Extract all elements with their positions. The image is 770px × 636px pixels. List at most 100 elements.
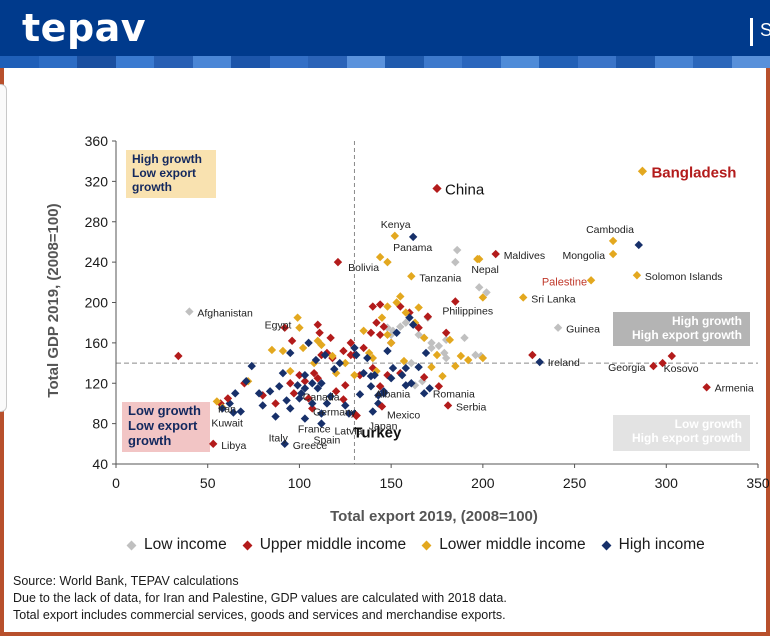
country-label: Germany <box>313 406 357 418</box>
country-label: Romania <box>433 388 475 400</box>
legend-label: Lower middle income <box>439 536 586 553</box>
high-income-point <box>386 374 396 383</box>
country-label: Serbia <box>456 401 487 413</box>
strip-block <box>346 56 385 68</box>
lower-income-point <box>399 356 409 366</box>
upper-income-point <box>423 312 433 321</box>
country-label: Bolivia <box>348 262 379 274</box>
upper-income-point <box>372 318 381 327</box>
quadrant-label: High export growth <box>632 431 742 445</box>
legend-item-low-income: Low income <box>126 536 227 554</box>
x-tick-label: 50 <box>200 475 216 491</box>
strip-block <box>154 56 193 68</box>
labeled-point <box>185 307 194 316</box>
lower-income-point <box>463 355 473 365</box>
labeled-point <box>443 401 453 410</box>
country-label: Palestine <box>542 276 587 288</box>
low-income-point <box>427 338 436 348</box>
legend-label: Low income <box>144 536 227 553</box>
labeled-point <box>473 254 482 264</box>
labeled-point <box>491 249 500 259</box>
labeled-point <box>271 412 280 421</box>
upper-income-point <box>287 336 297 346</box>
high-income-point <box>278 368 288 378</box>
highlighted-label: China <box>445 181 485 198</box>
legend-item-high-income: High income <box>601 536 705 554</box>
strip-block <box>192 56 231 68</box>
legend-item-upper-middle-income: Upper middle income <box>242 536 407 554</box>
highlighted-label: Turkey <box>353 425 402 442</box>
high-income-point <box>300 384 310 393</box>
upper-income-point <box>326 333 335 343</box>
source-line: Total export includes commercial service… <box>13 608 506 622</box>
quadrant-box <box>122 402 210 452</box>
upper-income-point <box>359 343 368 353</box>
labeled-point <box>293 313 302 322</box>
upper-income-point <box>286 379 295 388</box>
labeled-point <box>300 414 310 423</box>
labeled-point <box>313 384 322 393</box>
quadrant-label: High growth <box>672 314 742 328</box>
high-income-point <box>419 389 429 398</box>
highlighted-point <box>432 183 442 194</box>
high-income-point <box>304 338 313 348</box>
country-label: Latvia <box>334 426 362 438</box>
low-income-marker-icon <box>126 540 137 550</box>
quadrant-box <box>613 312 750 346</box>
high-income-point <box>335 358 344 368</box>
legend-label: Upper middle income <box>259 536 407 553</box>
high-income-point <box>344 409 354 418</box>
high-income-point <box>352 350 361 360</box>
source-note: Source: World Bank, TEPAV calculations D… <box>13 573 507 624</box>
legend-item-lower-middle-income: Lower middle income <box>421 536 586 554</box>
strip-block <box>462 56 501 68</box>
labeled-point <box>632 271 642 280</box>
country-label: Afghanistan <box>197 308 253 320</box>
quadrant-label: Low growth <box>675 417 742 431</box>
high-income-point <box>366 382 376 391</box>
country-label: Georgia <box>608 362 646 374</box>
country-label: Kenya <box>381 219 411 231</box>
high-income-point <box>350 343 359 353</box>
country-label: Albania <box>375 388 410 400</box>
quadrant-label: Low export <box>128 418 198 433</box>
high-income-point <box>392 328 401 337</box>
strip-block <box>77 56 116 68</box>
legend-label: High income <box>618 536 705 553</box>
quadrant-box <box>613 415 750 451</box>
high-income-point <box>300 370 310 380</box>
y-tick-label: 240 <box>85 254 109 270</box>
strip-block <box>693 56 732 68</box>
high-income-point <box>275 382 284 391</box>
labeled-point <box>658 358 667 368</box>
header-banner: tepav S <box>0 0 770 56</box>
lower-income-point <box>313 336 322 346</box>
high-income-point <box>236 407 245 416</box>
strip-block <box>577 56 616 68</box>
lower-income-point <box>456 351 466 361</box>
labeled-point <box>322 399 332 408</box>
high-income-point <box>317 409 326 418</box>
lower-income-point <box>396 292 405 301</box>
strip-block <box>308 56 347 68</box>
x-tick-label: 150 <box>379 475 403 491</box>
high-income-point <box>401 363 411 373</box>
high-income-point <box>421 348 431 358</box>
high-income-point <box>265 387 275 396</box>
low-income-point <box>441 353 451 363</box>
strip-block <box>423 56 462 68</box>
labeled-point <box>586 276 596 285</box>
lower-income-point <box>451 361 460 371</box>
high-income-point <box>326 392 335 401</box>
quadrant-label: Low export <box>132 166 196 180</box>
upper-income-point <box>339 346 348 356</box>
country-label: Spain <box>313 435 340 447</box>
upper-income-point <box>339 395 348 404</box>
header-right-text: S <box>760 20 770 40</box>
upper-income-point <box>313 320 322 329</box>
high-income-point <box>341 401 350 410</box>
country-label: Maldives <box>504 250 545 262</box>
upper-income-point <box>289 389 299 398</box>
labeled-point <box>649 361 658 371</box>
quadrant-label: growth <box>132 180 172 194</box>
